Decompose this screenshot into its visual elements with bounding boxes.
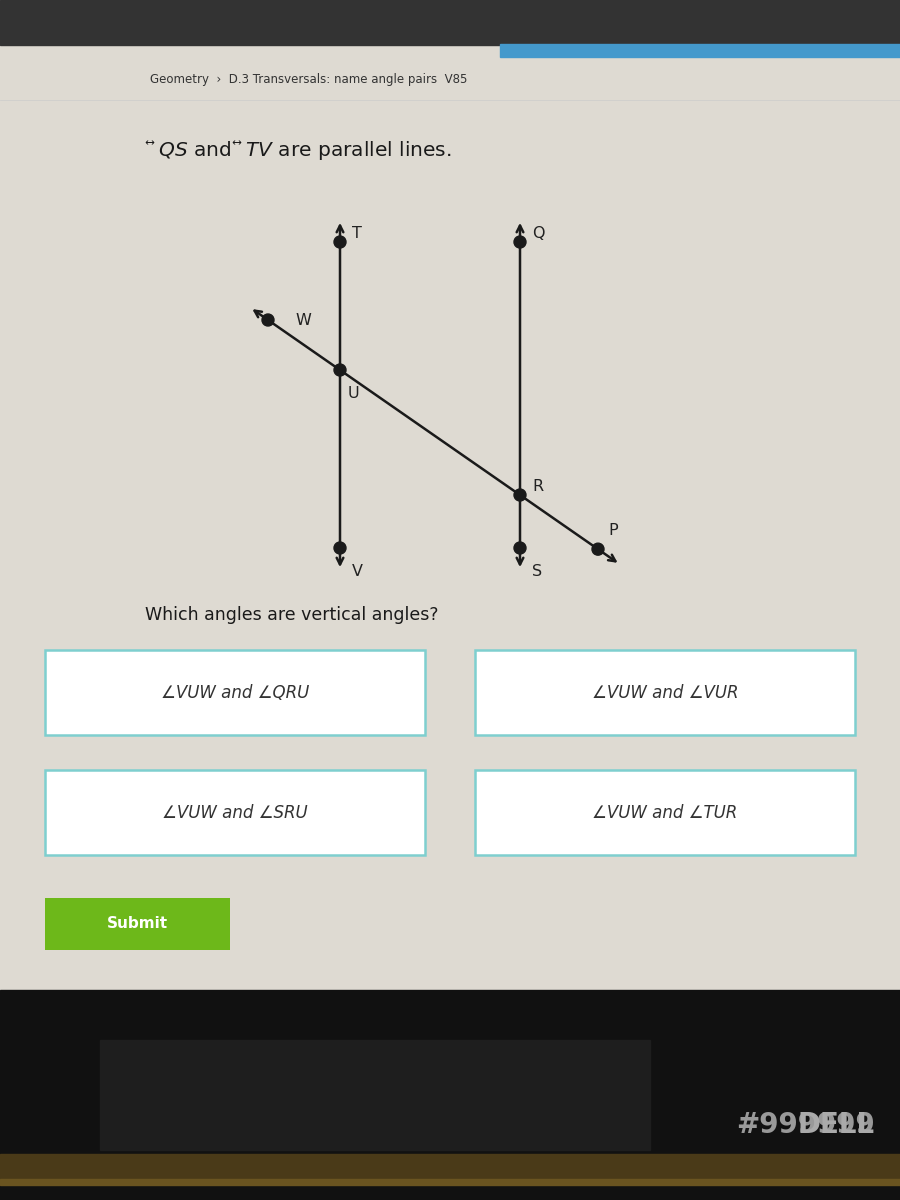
Text: ∠VUW and ∠SRU: ∠VUW and ∠SRU (162, 804, 308, 822)
Circle shape (514, 490, 526, 502)
Bar (100, 1040, 650, 1150)
Text: R: R (532, 479, 543, 494)
Bar (475, 770, 855, 854)
Bar (0, 1154, 900, 1182)
Bar (0, 0, 900, 44)
Text: ∠VUW and ∠VUR: ∠VUW and ∠VUR (592, 684, 738, 702)
Bar (475, 650, 855, 734)
Text: S: S (532, 564, 542, 580)
Circle shape (334, 364, 346, 376)
Bar (500, 44, 900, 56)
Bar (45, 898, 230, 950)
Text: #999999: #999999 (736, 1111, 875, 1139)
Circle shape (262, 314, 274, 326)
Circle shape (334, 236, 346, 248)
Bar (0, 0, 900, 40)
Text: Which angles are vertical angles?: Which angles are vertical angles? (145, 606, 438, 624)
Text: DELL: DELL (798, 1111, 875, 1139)
Text: Q: Q (532, 226, 544, 241)
Text: U: U (348, 386, 360, 401)
Text: Submit: Submit (107, 917, 168, 931)
Circle shape (334, 542, 346, 554)
Text: W: W (295, 313, 310, 328)
Bar (0, 990, 900, 1200)
Circle shape (514, 236, 526, 248)
Text: $\overleftrightarrow{QS}$ and $\overleftrightarrow{TV}$ are parallel lines.: $\overleftrightarrow{QS}$ and $\overleft… (145, 138, 452, 162)
Circle shape (592, 544, 604, 556)
Text: V: V (352, 564, 363, 580)
Text: ∠VUW and ∠TUR: ∠VUW and ∠TUR (592, 804, 738, 822)
Text: ∠VUW and ∠QRU: ∠VUW and ∠QRU (161, 684, 309, 702)
Bar (0, 1178, 900, 1186)
Bar (45, 770, 425, 854)
Text: T: T (352, 226, 362, 241)
Circle shape (514, 542, 526, 554)
Text: Geometry  ›  D.3 Transversals: name angle pairs  V85: Geometry › D.3 Transversals: name angle … (150, 73, 467, 86)
Bar (45, 650, 425, 734)
Text: P: P (608, 523, 617, 538)
